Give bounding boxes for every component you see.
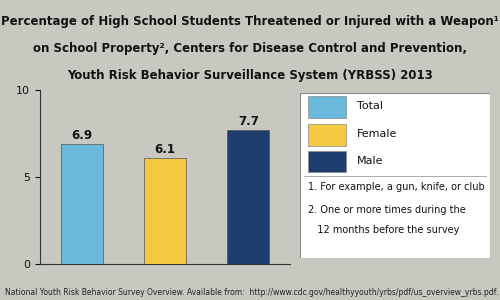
Text: Percentage of High School Students Threatened or Injured with a Weapon¹: Percentage of High School Students Threa… [1,15,499,28]
Bar [228,130,269,264]
Text: Youth Risk Behavior Surveillance System (YRBSS) 2013: Youth Risk Behavior Surveillance System … [67,69,433,82]
Text: on School Property², Centers for Disease Control and Prevention,: on School Property², Centers for Disease… [33,42,467,55]
FancyBboxPatch shape [308,124,346,146]
Text: Male: Male [357,156,384,166]
Text: 6.9: 6.9 [71,129,92,142]
FancyBboxPatch shape [308,96,346,118]
Text: 6.1: 6.1 [154,143,176,156]
Text: 7.7: 7.7 [238,115,259,128]
Text: 2. One or more times during the: 2. One or more times during the [308,205,466,215]
Text: National Youth Risk Behavior Survey Overview. Available from:  http://www.cdc.go: National Youth Risk Behavior Survey Over… [5,288,498,297]
Text: 1. For example, a gun, knife, or club: 1. For example, a gun, knife, or club [308,182,484,192]
Text: Female: Female [357,129,398,139]
Bar [144,158,186,264]
Bar [61,144,102,264]
FancyBboxPatch shape [300,93,490,258]
FancyBboxPatch shape [308,151,346,172]
Text: 12 months before the survey: 12 months before the survey [308,225,459,235]
Text: Total: Total [357,101,383,111]
